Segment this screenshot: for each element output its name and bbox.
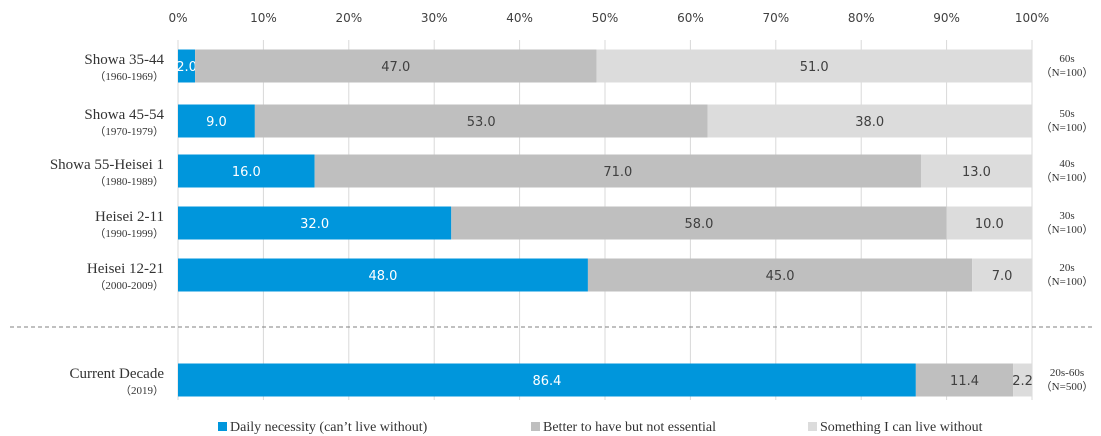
- data-label: 2.0: [176, 60, 197, 75]
- data-label: 51.0: [800, 60, 829, 75]
- bar-segment: [915, 363, 1014, 397]
- side-label-sample: （N=100）: [1041, 171, 1094, 184]
- data-label: 11.4: [950, 374, 979, 389]
- bar-segment: [972, 258, 1032, 292]
- side-label-sample: （N=100）: [1041, 121, 1094, 134]
- legend-label: Better to have but not essential: [543, 420, 716, 435]
- category-label: Current Decade: [69, 366, 164, 382]
- x-tick-label: 0%: [168, 11, 187, 25]
- category-label: Showa 55-Heisei 1: [50, 157, 164, 173]
- bar-segment: [451, 206, 947, 240]
- bar-segment: [596, 49, 1032, 83]
- x-tick-label: 10%: [250, 11, 277, 25]
- x-tick-label: 30%: [421, 11, 448, 25]
- category-label: Heisei 2-11: [95, 209, 164, 225]
- legend-swatch: [808, 422, 817, 431]
- side-labels: 60s（N=100）50s（N=100）40s（N=100）30s（N=100）…: [1041, 53, 1094, 393]
- x-tick-label: 50%: [592, 11, 619, 25]
- category-sublabel: （1980-1989）: [94, 175, 164, 188]
- data-label: 32.0: [300, 217, 329, 232]
- x-tick-label: 80%: [848, 11, 875, 25]
- bar-segment: [178, 49, 196, 83]
- side-label-age: 50s: [1059, 108, 1074, 120]
- side-label-age: 20s-60s: [1050, 367, 1084, 379]
- category-labels: Showa 35-44 （1960-1969） Showa 45-54 （1970-1…: [50, 52, 165, 397]
- category-label: Heisei 12-21: [87, 261, 164, 277]
- data-label: 7.0: [992, 269, 1013, 284]
- bar-segment: [1013, 363, 1032, 397]
- legend-label: Something I can live without: [820, 420, 983, 435]
- side-label-age: 20s: [1059, 262, 1074, 274]
- bar-segment: [587, 258, 973, 292]
- side-label-age: 60s: [1059, 53, 1074, 65]
- category-sublabel: （1990-1999）: [94, 227, 164, 240]
- bar-segment: [178, 206, 452, 240]
- data-label: 10.0: [975, 217, 1004, 232]
- x-tick-label: 100%: [1015, 11, 1049, 25]
- bar-segment: [178, 154, 315, 188]
- category-sublabel: （1960-1969）: [94, 70, 164, 83]
- x-tick-label: 40%: [506, 11, 533, 25]
- side-label-age: 40s: [1059, 158, 1074, 170]
- bar-segment: [920, 154, 1032, 188]
- data-label: 48.0: [368, 269, 397, 284]
- bars: 2.0 47.0 51.0 9.0 53.0 38.0 16.0 71.0 13.0 32.0 58…: [176, 49, 1033, 397]
- bar-segment: [178, 258, 588, 292]
- bar-segment: [178, 363, 916, 397]
- data-label: 58.0: [684, 217, 713, 232]
- side-label-sample: （N=500）: [1041, 380, 1094, 393]
- data-label: 45.0: [766, 269, 795, 284]
- data-label: 9.0: [206, 115, 227, 130]
- data-label: 38.0: [855, 115, 884, 130]
- bar-segment: [178, 104, 255, 138]
- category-label: Showa 35-44: [84, 52, 164, 68]
- bar-segment: [195, 49, 597, 83]
- data-label: 13.0: [962, 165, 991, 180]
- category-sublabel: （2019）: [120, 384, 164, 397]
- data-label: 2.2: [1012, 374, 1033, 389]
- legend-swatch: [218, 422, 227, 431]
- category-sublabel: （1970-1979）: [94, 125, 164, 138]
- data-label: 71.0: [603, 165, 632, 180]
- side-label-age: 30s: [1059, 210, 1074, 222]
- legend-swatch: [531, 422, 540, 431]
- bar-segment: [254, 104, 708, 138]
- x-tick-label: 70%: [762, 11, 789, 25]
- x-tick-label: 90%: [933, 11, 960, 25]
- data-label: 53.0: [467, 115, 496, 130]
- x-tick-label: 60%: [677, 11, 704, 25]
- data-label: 86.4: [532, 374, 561, 389]
- bar-segment: [314, 154, 921, 188]
- x-tick-label: 20%: [335, 11, 362, 25]
- side-label-sample: （N=100）: [1041, 275, 1094, 288]
- legend-label: Daily necessity (can’t live without): [230, 420, 428, 435]
- side-label-sample: （N=100）: [1041, 223, 1094, 236]
- x-axis-ticks: 0% 10% 20% 30% 40% 50% 60% 70% 80% 90% 100%: [168, 11, 1049, 25]
- category-sublabel: （2000-2009）: [94, 279, 164, 292]
- bar-segment: [707, 104, 1032, 138]
- legend: Daily necessity (can’t live without) Bett…: [218, 420, 983, 435]
- side-label-sample: （N=100）: [1041, 66, 1094, 79]
- data-label: 47.0: [381, 60, 410, 75]
- bar-segment: [946, 206, 1032, 240]
- data-label: 16.0: [232, 165, 261, 180]
- category-label: Showa 45-54: [84, 107, 164, 123]
